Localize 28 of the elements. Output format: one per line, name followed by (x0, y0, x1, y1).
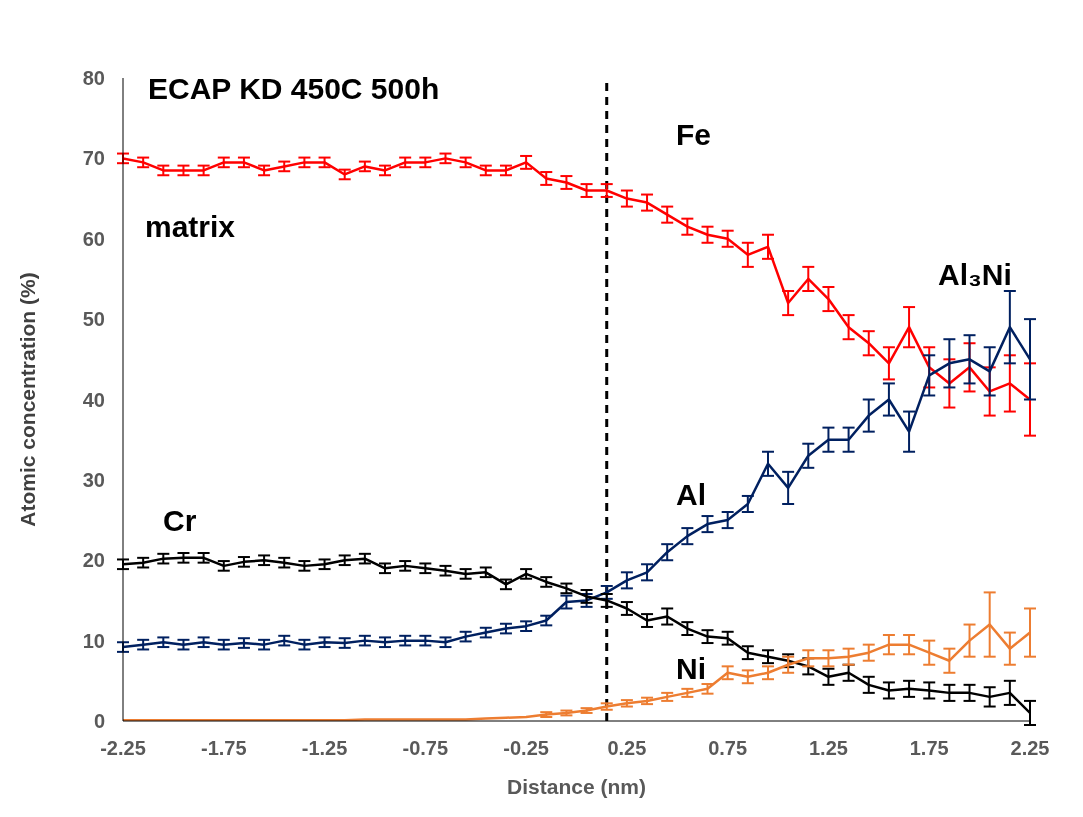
y-tick-label: 20 (82, 549, 105, 572)
y-tick-label: 10 (82, 629, 105, 652)
x-tick-label: -1.25 (301, 737, 348, 760)
x-tick-label: 0.25 (607, 737, 647, 760)
y-tick-label: 0 (93, 710, 105, 733)
x-axis-title: Distance (nm) (507, 775, 646, 798)
y-tick-label: 70 (82, 147, 105, 170)
x-tick-label: 2.25 (1010, 737, 1050, 760)
x-tick-label: -1.75 (200, 737, 247, 760)
series-label: Fe (676, 118, 712, 151)
chart-title: ECAP KD 450C 500h (148, 72, 440, 105)
x-tick-label: 0.75 (708, 737, 748, 760)
x-tick-label: -0.25 (503, 737, 549, 760)
y-tick-label: 30 (82, 468, 105, 491)
series-label: Ni (676, 652, 706, 685)
y-tick-label: 40 (82, 388, 105, 411)
y-tick-label: 50 (82, 308, 105, 331)
x-tick-label: 1.75 (909, 737, 949, 760)
x-tick-label: 1.25 (808, 737, 848, 760)
y-tick-label: 80 (82, 67, 105, 90)
y-tick-label: 60 (82, 227, 105, 250)
annotation: matrix (145, 210, 236, 243)
y-axis-title: Atomic concentration (%) (16, 272, 40, 527)
annotation: Al₃Ni (938, 258, 1012, 291)
x-tick-label: -2.25 (100, 737, 146, 760)
series-label: Cr (163, 504, 197, 537)
series-label: Al (676, 478, 706, 511)
x-tick-label: -0.75 (402, 737, 449, 760)
